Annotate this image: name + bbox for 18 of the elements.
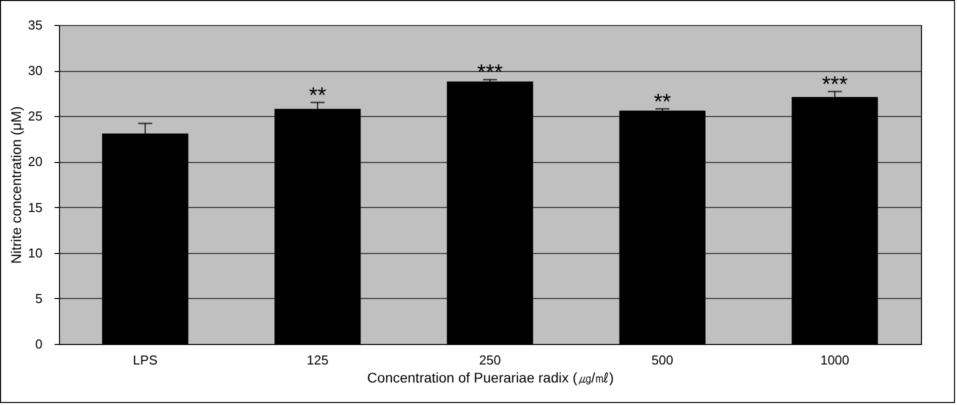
- y-tick-label: 35: [28, 18, 42, 32]
- y-tick-label: 30: [28, 63, 42, 78]
- y-tick-label: 0: [35, 336, 42, 352]
- annotation: **: [654, 88, 672, 114]
- y-axis-title: Nitrite concentration (μM): [8, 106, 24, 264]
- annotation: ***: [822, 72, 848, 97]
- annotation: **: [309, 82, 327, 108]
- y-tick-label: 10: [28, 245, 42, 260]
- y-tick-label: 5: [35, 290, 42, 306]
- x-tick-label: 1000: [820, 352, 850, 368]
- x-axis-title: Concentration of Puerariae radix (㎍/㎖): [367, 370, 614, 386]
- x-tick-label: 500: [652, 352, 674, 368]
- x-tick-label: 125: [306, 352, 328, 368]
- x-tick-label: 250: [479, 352, 501, 368]
- y-tick-label: 25: [28, 108, 42, 124]
- y-tick-label: 15: [28, 200, 42, 215]
- y-tick-label: 20: [28, 154, 42, 170]
- x-tick-label: LPS: [132, 352, 158, 368]
